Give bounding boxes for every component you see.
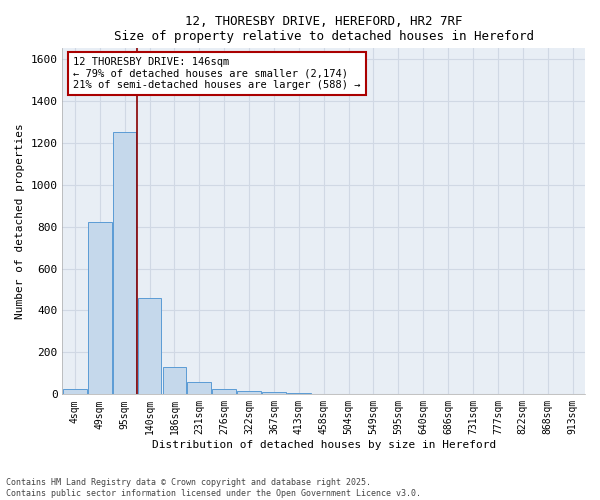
Bar <box>63 389 86 394</box>
Text: 12 THORESBY DRIVE: 146sqm
← 79% of detached houses are smaller (2,174)
21% of se: 12 THORESBY DRIVE: 146sqm ← 79% of detac… <box>73 57 361 90</box>
Bar <box>113 132 136 394</box>
Bar <box>88 222 112 394</box>
Y-axis label: Number of detached properties: Number of detached properties <box>15 124 25 319</box>
Bar <box>163 367 186 394</box>
Bar <box>137 298 161 394</box>
Bar <box>262 392 286 394</box>
Title: 12, THORESBY DRIVE, HEREFORD, HR2 7RF
Size of property relative to detached hous: 12, THORESBY DRIVE, HEREFORD, HR2 7RF Si… <box>114 15 534 43</box>
Bar <box>287 392 311 394</box>
Text: Contains HM Land Registry data © Crown copyright and database right 2025.
Contai: Contains HM Land Registry data © Crown c… <box>6 478 421 498</box>
Bar <box>187 382 211 394</box>
X-axis label: Distribution of detached houses by size in Hereford: Distribution of detached houses by size … <box>152 440 496 450</box>
Bar <box>212 389 236 394</box>
Bar <box>237 391 261 394</box>
